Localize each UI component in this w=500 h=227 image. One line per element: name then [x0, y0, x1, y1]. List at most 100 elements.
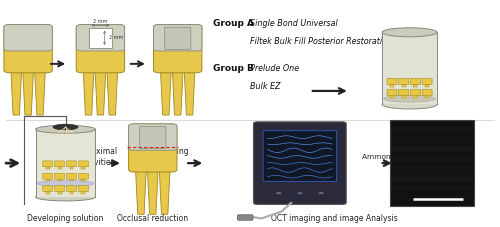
Bar [414, 84, 418, 87]
Bar [390, 120, 474, 206]
Bar [390, 186, 473, 192]
Bar [89, 28, 112, 48]
Bar [414, 95, 418, 98]
Bar [390, 176, 473, 182]
FancyBboxPatch shape [154, 25, 202, 73]
Bar [46, 167, 50, 169]
Text: Filtek Bulk Fill Posterior Restorative: Filtek Bulk Fill Posterior Restorative [250, 37, 392, 46]
Bar [70, 191, 73, 194]
FancyBboxPatch shape [4, 25, 52, 51]
Text: 2 mm: 2 mm [93, 19, 108, 24]
Bar [390, 136, 473, 142]
Ellipse shape [53, 124, 78, 130]
FancyBboxPatch shape [78, 173, 88, 179]
FancyBboxPatch shape [54, 173, 64, 179]
Bar [70, 179, 73, 181]
Ellipse shape [384, 95, 436, 102]
FancyBboxPatch shape [263, 131, 336, 181]
Polygon shape [136, 171, 146, 214]
Ellipse shape [382, 100, 437, 109]
Bar [402, 84, 406, 87]
Ellipse shape [37, 180, 94, 187]
Text: Occlusal reduction: Occlusal reduction [117, 214, 188, 223]
Bar [390, 146, 473, 152]
FancyBboxPatch shape [422, 78, 432, 84]
FancyBboxPatch shape [140, 126, 166, 149]
Text: Ammoniacal silver nitrate: Ammoniacal silver nitrate [362, 154, 457, 160]
FancyBboxPatch shape [42, 161, 52, 167]
Text: Single Bond Universal: Single Bond Universal [250, 19, 338, 28]
FancyBboxPatch shape [4, 25, 52, 73]
Polygon shape [160, 72, 171, 115]
Polygon shape [172, 72, 183, 115]
Polygon shape [34, 72, 46, 115]
Text: Proximal
cavities: Proximal cavities [84, 147, 117, 167]
Text: Filling: Filling [166, 147, 189, 156]
FancyBboxPatch shape [238, 215, 253, 220]
FancyBboxPatch shape [164, 27, 191, 49]
Circle shape [276, 192, 281, 195]
FancyBboxPatch shape [54, 161, 64, 167]
Polygon shape [11, 72, 22, 115]
Bar [82, 191, 86, 194]
FancyBboxPatch shape [66, 161, 76, 167]
FancyBboxPatch shape [78, 186, 88, 192]
Bar [425, 84, 429, 87]
Ellipse shape [36, 193, 96, 201]
Bar [390, 196, 473, 202]
FancyBboxPatch shape [66, 186, 76, 192]
Bar [82, 167, 86, 169]
FancyBboxPatch shape [398, 90, 408, 96]
Text: 2 mm: 2 mm [108, 35, 123, 40]
Polygon shape [23, 72, 34, 115]
Bar [390, 84, 394, 87]
FancyBboxPatch shape [42, 186, 52, 192]
Polygon shape [107, 72, 118, 115]
Text: Bulk EZ: Bulk EZ [250, 82, 280, 91]
FancyBboxPatch shape [76, 25, 124, 73]
Polygon shape [95, 72, 106, 115]
Bar [402, 95, 406, 98]
Text: Group B: Group B [212, 64, 254, 73]
FancyBboxPatch shape [254, 122, 346, 205]
FancyBboxPatch shape [410, 90, 420, 96]
FancyBboxPatch shape [154, 25, 202, 51]
FancyBboxPatch shape [54, 186, 64, 192]
FancyBboxPatch shape [128, 124, 177, 150]
Bar [58, 191, 62, 194]
FancyBboxPatch shape [42, 173, 52, 179]
FancyBboxPatch shape [387, 90, 397, 96]
FancyBboxPatch shape [387, 78, 397, 84]
Bar [58, 167, 62, 169]
Circle shape [297, 192, 303, 195]
Text: OCT imaging and image Analysis: OCT imaging and image Analysis [272, 214, 398, 223]
Bar [82, 179, 86, 181]
FancyBboxPatch shape [128, 124, 177, 172]
FancyBboxPatch shape [398, 78, 408, 84]
Text: Prelude One: Prelude One [250, 64, 299, 73]
Text: Developing solution: Developing solution [28, 214, 104, 223]
Bar [390, 166, 473, 172]
Bar [70, 167, 73, 169]
Polygon shape [148, 171, 158, 214]
Bar [390, 126, 473, 132]
Bar [425, 95, 429, 98]
Ellipse shape [36, 125, 96, 133]
FancyBboxPatch shape [66, 173, 76, 179]
Polygon shape [160, 171, 170, 214]
Polygon shape [84, 72, 94, 115]
Bar [46, 191, 50, 194]
FancyBboxPatch shape [76, 25, 124, 51]
FancyBboxPatch shape [410, 78, 420, 84]
Text: Group A: Group A [212, 19, 254, 28]
Bar [58, 179, 62, 181]
Circle shape [318, 192, 324, 195]
FancyBboxPatch shape [422, 90, 432, 96]
Bar [36, 129, 96, 197]
Bar [390, 156, 473, 162]
Bar [382, 32, 437, 104]
Ellipse shape [382, 28, 437, 37]
Bar [390, 95, 394, 98]
FancyBboxPatch shape [78, 161, 88, 167]
Polygon shape [184, 72, 195, 115]
